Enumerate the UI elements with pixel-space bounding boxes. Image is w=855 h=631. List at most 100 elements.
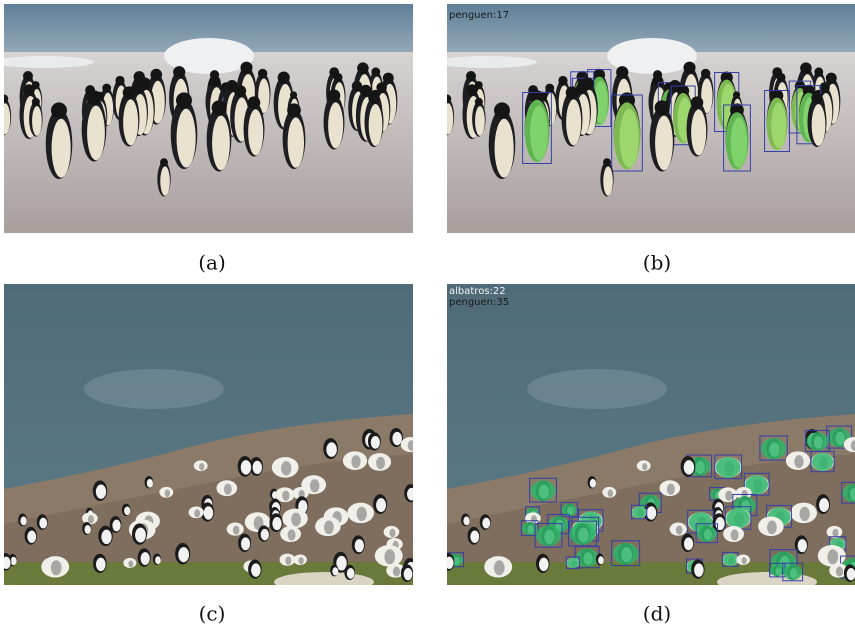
penguin-head (466, 84, 477, 95)
bird-belly (694, 563, 704, 576)
bird-belly (389, 529, 395, 537)
sand (717, 572, 817, 592)
penguin-head (691, 96, 704, 109)
bird-belly (310, 479, 320, 492)
penguin-belly (0, 103, 10, 134)
bird-belly (285, 556, 291, 564)
mask (723, 554, 737, 566)
bird-belly (742, 557, 747, 564)
penguin-head (115, 76, 124, 85)
penguin-belly (160, 166, 170, 195)
penguin-head (123, 86, 136, 99)
bird-belly (445, 557, 454, 569)
penguin-head (800, 62, 812, 74)
penguin-head (558, 76, 567, 85)
bird-belly (128, 560, 133, 567)
penguin-head (173, 66, 185, 78)
penguin-belly (212, 116, 230, 171)
bird-belly (84, 525, 90, 534)
detection-count: penguen:17 (449, 10, 509, 21)
bird-belly (404, 568, 413, 580)
bird-belly (832, 529, 838, 537)
bird-belly (155, 556, 161, 564)
mask (536, 526, 561, 547)
penguin-head (328, 89, 341, 102)
penguin-belly (566, 99, 581, 145)
penguin-head (150, 69, 162, 81)
bird-belly (355, 539, 364, 552)
bird-belly (282, 491, 289, 501)
penguin-head (383, 73, 394, 84)
penguin-head (240, 62, 252, 74)
caption: (d) (643, 602, 671, 626)
penguin-head (371, 67, 380, 76)
penguin-head (334, 73, 343, 82)
mask (716, 457, 741, 478)
penguin-head (287, 103, 301, 117)
mask (767, 98, 788, 151)
bird-belly (376, 498, 386, 512)
bird-belly (11, 557, 17, 566)
penguin-head (0, 95, 8, 103)
penguin-head (212, 100, 227, 115)
bird-belly (794, 455, 803, 468)
caption: (a) (198, 251, 226, 275)
caption: (c) (199, 602, 226, 626)
bird-belly (463, 516, 469, 525)
bird-belly (798, 539, 807, 552)
bird-belly (767, 520, 777, 534)
penguin-head (210, 76, 221, 87)
mask (726, 112, 749, 170)
bird-belly (731, 529, 739, 540)
bird-belly (39, 518, 47, 529)
mask (784, 565, 802, 580)
bird-belly (642, 463, 647, 470)
mask (806, 432, 828, 450)
penguin-belly (328, 102, 343, 148)
bird-belly (96, 484, 106, 498)
penguin-belly (87, 106, 105, 161)
penguin-head (475, 98, 483, 106)
bird-belly (253, 461, 262, 474)
bird-belly (324, 520, 334, 534)
bird-belly (291, 513, 301, 527)
penguin-head (443, 95, 451, 103)
bird-belly (393, 567, 400, 577)
penguin-belly (603, 166, 613, 195)
penguin-head (603, 158, 611, 166)
photo-d (442, 284, 855, 592)
bird-belly (684, 537, 693, 550)
penguin-head (278, 72, 290, 84)
mask (614, 102, 641, 169)
bird-belly (204, 506, 214, 519)
bird-belly (241, 460, 251, 475)
bird-belly (407, 488, 416, 501)
penguin-head (683, 62, 695, 74)
mask (812, 453, 833, 471)
mask (567, 558, 579, 568)
bird-belly (141, 552, 150, 565)
bird-belly (408, 440, 415, 450)
penguin-head (494, 102, 510, 118)
mask (525, 100, 550, 162)
penguin-head (87, 90, 102, 105)
bird-belly (376, 457, 385, 469)
bird-belly (482, 518, 490, 529)
penguin-head (160, 158, 168, 166)
penguin-head (811, 92, 822, 103)
bird-belly (384, 549, 395, 564)
mask (531, 480, 556, 501)
bird-belly (819, 498, 829, 512)
penguin-head (234, 85, 246, 97)
penguin-head (23, 71, 33, 81)
bird-belly (27, 531, 36, 543)
penguin-head (733, 91, 740, 98)
bird-belly (676, 525, 683, 534)
bird-belly (288, 529, 296, 540)
bird-belly (20, 516, 26, 525)
bird-belly (371, 436, 380, 449)
penguin-belly (52, 119, 71, 178)
penguin-head (23, 84, 34, 95)
penguin-head (248, 96, 261, 109)
bird-belly (272, 517, 281, 530)
